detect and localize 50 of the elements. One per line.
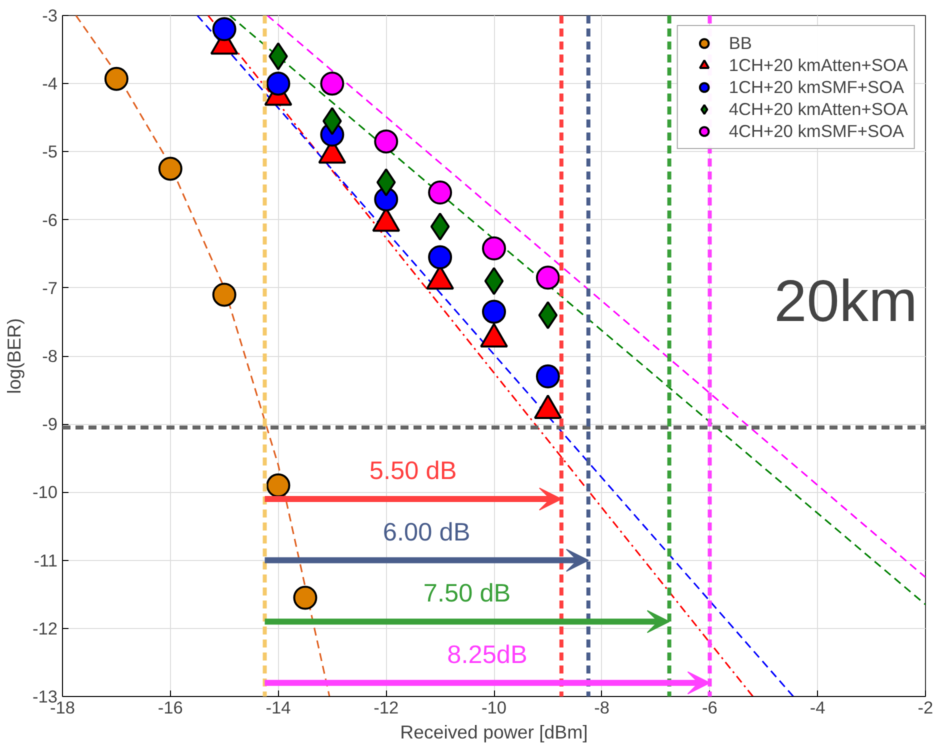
x-tick-label: -2 xyxy=(918,698,934,718)
point xyxy=(376,168,396,196)
y-tick-label: -5 xyxy=(42,142,58,162)
annotation: 20km xyxy=(774,269,918,334)
y-tick-label: -8 xyxy=(42,346,58,366)
point xyxy=(158,156,182,181)
x-tick-label: -8 xyxy=(594,698,610,718)
point xyxy=(428,180,452,205)
y-axis-title: log(BER) xyxy=(3,318,24,394)
x-tick-label: -12 xyxy=(374,698,399,718)
legend-label: BB xyxy=(728,32,752,54)
line-series xyxy=(75,16,330,696)
point xyxy=(430,212,450,241)
point xyxy=(212,282,236,307)
x-axis-title: Received power [dBm] xyxy=(400,722,588,742)
point xyxy=(104,66,128,91)
point xyxy=(212,17,236,42)
x-tick-label: -4 xyxy=(810,698,826,718)
y-tick-label: -9 xyxy=(42,414,58,434)
y-tick-label: -6 xyxy=(42,210,58,230)
point xyxy=(320,72,344,96)
y-tick-label: -11 xyxy=(34,550,58,570)
legend-label: 1CH+20 kmSMF+SOA xyxy=(728,76,904,98)
point xyxy=(484,267,504,296)
point xyxy=(293,586,318,610)
y-tick-label: -12 xyxy=(32,618,58,638)
legend-label: 1CH+20 kmAtten+SOA xyxy=(728,54,908,76)
y-tick-label: -7 xyxy=(42,278,58,298)
x-tick-label: -6 xyxy=(702,698,718,718)
legend-label: 4CH+20 kmSMF+SOA xyxy=(728,120,904,142)
annotation: 6.00 dB xyxy=(382,518,470,546)
annotation: 5.50 dB xyxy=(369,457,457,486)
point xyxy=(374,130,398,154)
annotation: 8.25dB xyxy=(447,640,528,669)
point xyxy=(482,236,506,260)
point xyxy=(536,364,560,388)
point xyxy=(482,300,506,324)
x-tick-label: -16 xyxy=(158,698,183,718)
point xyxy=(536,266,560,290)
point xyxy=(266,473,290,498)
y-tick-label: -3 xyxy=(42,6,58,26)
point xyxy=(266,72,290,96)
legend-label: 4CH+20 kmAtten+SOA xyxy=(728,98,908,120)
x-tick-label: -10 xyxy=(481,698,507,718)
y-tick-label: -4 xyxy=(42,74,58,94)
annotation: 7.50 dB xyxy=(423,580,511,608)
x-tick-label: -14 xyxy=(266,698,292,718)
point xyxy=(538,301,558,330)
y-tick-label: -10 xyxy=(32,482,58,502)
point xyxy=(428,245,452,270)
